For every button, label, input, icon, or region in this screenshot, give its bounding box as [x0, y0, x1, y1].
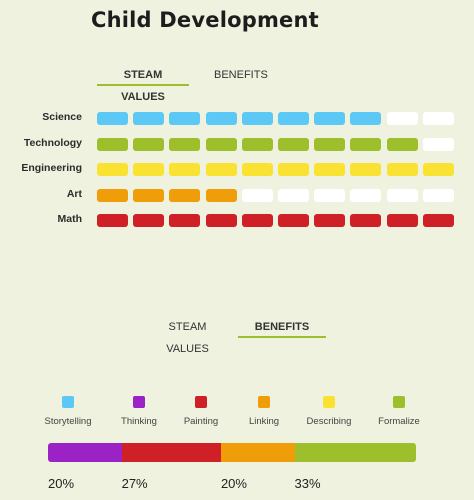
tab-steam-values[interactable]: STEAM VALUES	[166, 321, 209, 355]
rating-segment-filled	[169, 112, 201, 125]
steam-row-science: Science	[0, 111, 474, 126]
rating-segment-filled	[133, 188, 165, 202]
steam-row-technology: Technology	[0, 136, 474, 152]
rating-segment-empty	[386, 112, 418, 125]
thinking-swatch	[133, 396, 145, 408]
formalize-swatch	[393, 396, 405, 408]
steam-row-label: Technology	[23, 136, 82, 149]
benefits-bar-segment	[121, 443, 221, 462]
rating-segment-filled	[205, 112, 237, 125]
rating-segment-filled	[133, 137, 165, 151]
legend-label: Thinking	[121, 416, 157, 427]
steam-row-art: Art	[0, 187, 474, 203]
rating-segment-filled	[97, 214, 128, 228]
rating-segment-filled	[133, 214, 165, 228]
rating-segment-filled	[97, 188, 128, 202]
rating-segment-filled	[97, 112, 128, 125]
tab-benefits[interactable]: BENEFITS	[214, 69, 268, 81]
rating-segment-filled	[169, 163, 201, 177]
steam-row-label: Math	[57, 213, 83, 226]
rating-segment-empty	[278, 188, 309, 202]
rating-segment-filled	[241, 137, 273, 151]
rating-segment-filled	[241, 112, 273, 125]
rating-segment-filled	[205, 188, 237, 202]
rating-segment-filled	[241, 214, 273, 228]
rating-segment-filled	[241, 163, 273, 177]
rating-segment-filled	[422, 214, 454, 228]
benefits-bar	[48, 443, 416, 462]
tab-benefits[interactable]: BENEFITS	[238, 316, 326, 338]
rating-segment-empty	[241, 188, 273, 202]
benefits-bar-segment	[294, 443, 416, 462]
linking-swatch	[258, 396, 270, 408]
legend-label: Painting	[183, 416, 219, 427]
legend-label: Linking	[248, 416, 280, 427]
steam-row-math: Math	[0, 213, 474, 228]
page-title: Child Development	[91, 8, 319, 32]
rating-segment-filled	[350, 163, 382, 177]
rating-segment-filled	[350, 137, 382, 151]
rating-segment-filled	[314, 137, 346, 151]
steam-row-label: Engineering	[21, 162, 82, 175]
rating-segment-filled	[133, 163, 165, 177]
steam-row-engineering: Engineering	[0, 162, 474, 177]
painting-swatch	[195, 396, 207, 408]
benefits-bar-segment	[220, 443, 295, 462]
rating-segment-filled	[169, 188, 201, 202]
steam-row-label: Art	[66, 187, 82, 200]
rating-segment-filled	[205, 137, 237, 151]
rating-segment-empty	[422, 112, 454, 125]
steam-row-label: Science	[42, 111, 82, 123]
rating-segment-filled	[386, 214, 418, 228]
rating-segment-filled	[205, 163, 237, 177]
rating-segment-filled	[97, 163, 128, 177]
tab-steam-values[interactable]: STEAM VALUES	[97, 64, 189, 103]
rating-segment-empty	[350, 188, 382, 202]
rating-segment-filled	[205, 214, 237, 228]
rating-segment-filled	[350, 112, 382, 125]
describing-swatch	[323, 396, 335, 408]
rating-segment-filled	[278, 137, 309, 151]
benefits-percent-label: 20%	[48, 476, 75, 491]
rating-segment-empty	[386, 188, 418, 202]
rating-segment-filled	[386, 137, 418, 151]
rating-segment-empty	[314, 188, 346, 202]
steam-tabs-bottom: STEAM VALUES BENEFITS	[140, 316, 326, 355]
rating-segment-filled	[169, 137, 201, 151]
rating-segment-filled	[97, 137, 128, 151]
rating-segment-filled	[169, 214, 201, 228]
rating-segment-filled	[314, 214, 346, 228]
rating-segment-filled	[278, 112, 309, 125]
rating-segment-filled	[314, 163, 346, 177]
rating-segment-filled	[350, 214, 382, 228]
legend-label: Describing	[306, 416, 352, 427]
rating-segment-filled	[278, 163, 309, 177]
legend-label: Storytelling	[44, 416, 92, 427]
benefits-percent-label: 33%	[294, 476, 321, 491]
rating-segment-filled	[278, 214, 309, 228]
rating-segment-filled	[133, 112, 165, 125]
rating-segment-empty	[422, 137, 454, 151]
rating-segment-empty	[422, 188, 454, 202]
rating-segment-filled	[422, 163, 454, 177]
rating-segment-filled	[386, 163, 418, 177]
rating-segment-filled	[314, 112, 346, 125]
benefits-percent-label: 20%	[220, 476, 247, 491]
benefits-bar-segment	[48, 443, 122, 462]
legend-label: Formalize	[378, 416, 420, 427]
benefits-percent-label: 27%	[121, 476, 148, 491]
steam-tabs-top: STEAM VALUES BENEFITS	[97, 64, 277, 103]
storytelling-swatch	[62, 396, 74, 408]
